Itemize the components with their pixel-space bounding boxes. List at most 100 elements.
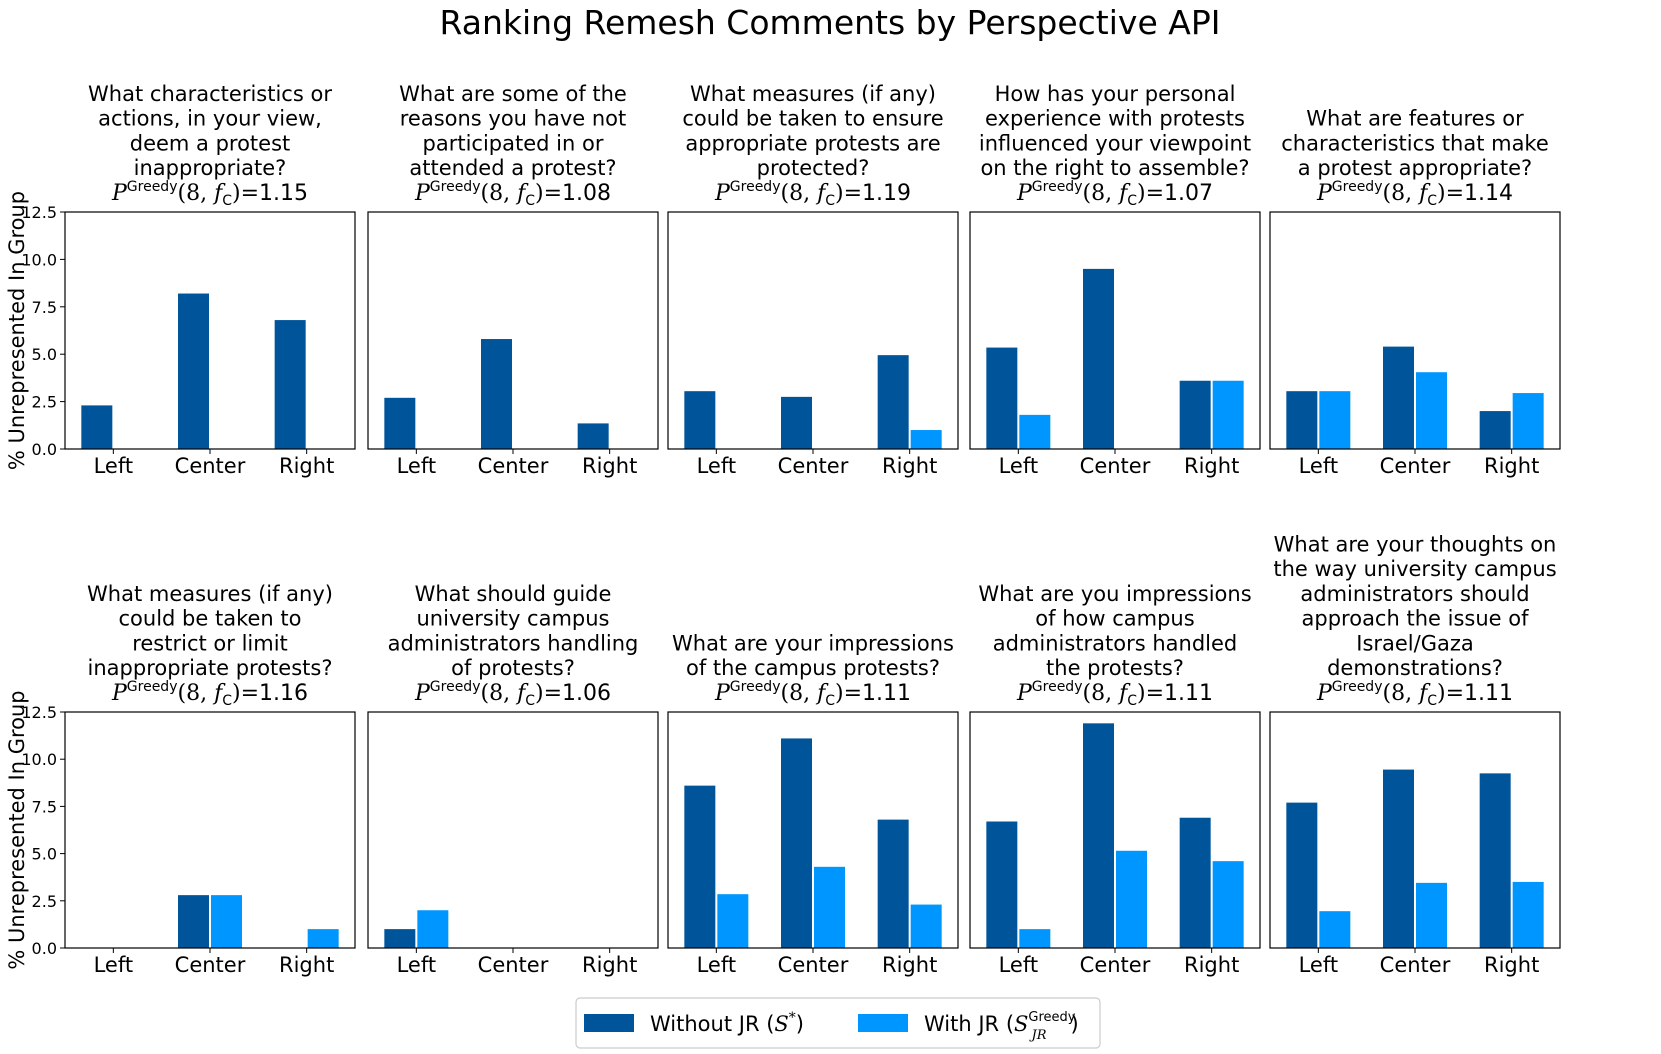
x-tick-label: Left [397,953,437,977]
panel-title-line: What are features or [1306,107,1524,131]
bar-right-with-jr [910,904,942,948]
panel-title-line: could be taken to [119,607,302,631]
x-tick-label: Left [1299,454,1339,478]
metric-f-sub: C [525,193,535,209]
panel-title-line: a protest appropriate? [1298,156,1532,180]
x-tick-label: Right [1484,454,1539,478]
x-tick-label: Center [175,953,246,977]
bar-center-with-jr [1416,372,1447,449]
bar-right-without-jr [877,355,909,449]
panel-title-line: What are you impressions [978,582,1251,606]
bar-left-with-jr [1319,391,1351,449]
panel-3: What measures (if any)could be taken to … [667,82,959,478]
metric-args-close: )= [232,181,259,206]
bar-right-with-jr [910,430,942,449]
panel-title-line: reasons you have not [400,107,627,131]
panel-title-line: characteristics that make [1281,131,1549,155]
x-tick-label: Left [697,953,737,977]
metric-superscript: Greedy [1332,679,1383,695]
metric-args-open: (8, [780,181,817,206]
metric-symbol: P [111,681,128,706]
metric-args-open: (8, [1382,181,1419,206]
metric-superscript: Greedy [430,679,481,695]
panel-title-line: administrators handled [993,631,1238,655]
panel-metric: PGreedy(8, fC)=1.11 [1016,679,1213,709]
legend-superscript: Greedy [1028,1010,1075,1025]
panel-title-line: What are your thoughts on [1274,533,1557,557]
bar-center-with-jr [211,895,242,948]
legend-symbol: S [774,1012,788,1036]
metric-symbol: P [714,181,731,206]
x-tick-label: Center [1080,953,1151,977]
panel-metric: PGreedy(8, fC)=1.15 [111,179,308,209]
bar-right-without-jr [1179,817,1211,948]
metric-symbol: P [1316,181,1333,206]
metric-f-sub: C [222,193,232,209]
panel-title-line: protected? [757,156,870,180]
bar-right-with-jr [1212,380,1244,449]
bar-right-without-jr [1479,773,1511,948]
bar-center-without-jr [178,293,209,449]
metric-value: 1.11 [862,681,911,706]
panel-title-line: What are some of the [399,82,627,106]
x-tick-label: Right [279,953,334,977]
x-tick-label: Left [697,454,737,478]
metric-superscript: Greedy [1332,179,1383,195]
metric-superscript: Greedy [430,179,481,195]
metric-f-sub: C [825,193,835,209]
metric-symbol: P [714,681,731,706]
bar-left-without-jr [684,785,716,948]
panel-metric: PGreedy(8, fC)=1.11 [1316,679,1513,709]
y-tick-label: 7.5 [32,298,57,317]
x-tick-label: Left [1299,953,1339,977]
axes-frame [1269,211,1561,450]
bar-right-with-jr [1512,881,1544,948]
x-tick-label: Right [1484,953,1539,977]
metric-args-close: )= [1137,681,1164,706]
panel-title-line: of the campus protests? [686,656,940,680]
bar-right-without-jr [1179,380,1211,449]
metric-args-close: )= [232,681,259,706]
metric-symbol: P [1016,181,1033,206]
bar-center-without-jr [781,738,812,948]
axes-frame [969,711,1261,949]
legend: Without JR (S*) With JR (SGreedy JR) [575,997,1101,1049]
panel-title-line: demonstrations? [1327,656,1503,680]
metric-value: 1.08 [562,181,611,206]
panel-title-line: the protests? [1046,656,1184,680]
bar-center-with-jr [814,866,845,948]
panel-metric: PGreedy(8, fC)=1.06 [414,679,611,709]
x-tick-label: Right [882,454,937,478]
bar-center-without-jr [178,895,209,948]
axes-frame [64,711,356,949]
bar-left-without-jr [1286,391,1318,449]
metric-superscript: Greedy [730,179,781,195]
metric-superscript: Greedy [127,679,178,695]
panel-6: What measures (if any)could be taken tor… [21,582,356,977]
metric-superscript: Greedy [1032,179,1083,195]
metric-superscript: Greedy [1032,679,1083,695]
legend-swatch-with-jr [858,1014,908,1032]
metric-args-open: (8, [480,681,517,706]
legend-label-pre: Without JR ( [650,1012,774,1036]
bar-right-with-jr [1212,861,1244,948]
legend-label-with-jr: With JR (SGreedy JR) [924,1010,1079,1043]
x-tick-label: Center [778,953,849,977]
axes-frame [1269,711,1561,949]
x-tick-label: Center [478,953,549,977]
panel-title-line: on the right to assemble? [980,156,1249,180]
panel-title-line: What should guide [415,582,612,606]
bar-right-without-jr [1479,411,1511,449]
y-tick-label: 12.5 [21,203,57,222]
y-tick-label: 5.0 [32,845,57,864]
panel-title-line: administrators handling [388,631,639,655]
x-tick-label: Left [397,454,437,478]
bar-left-with-jr [1019,929,1051,948]
legend-label-post: ) [796,1012,804,1036]
metric-value: 1.14 [1464,181,1513,206]
x-tick-label: Left [999,953,1039,977]
